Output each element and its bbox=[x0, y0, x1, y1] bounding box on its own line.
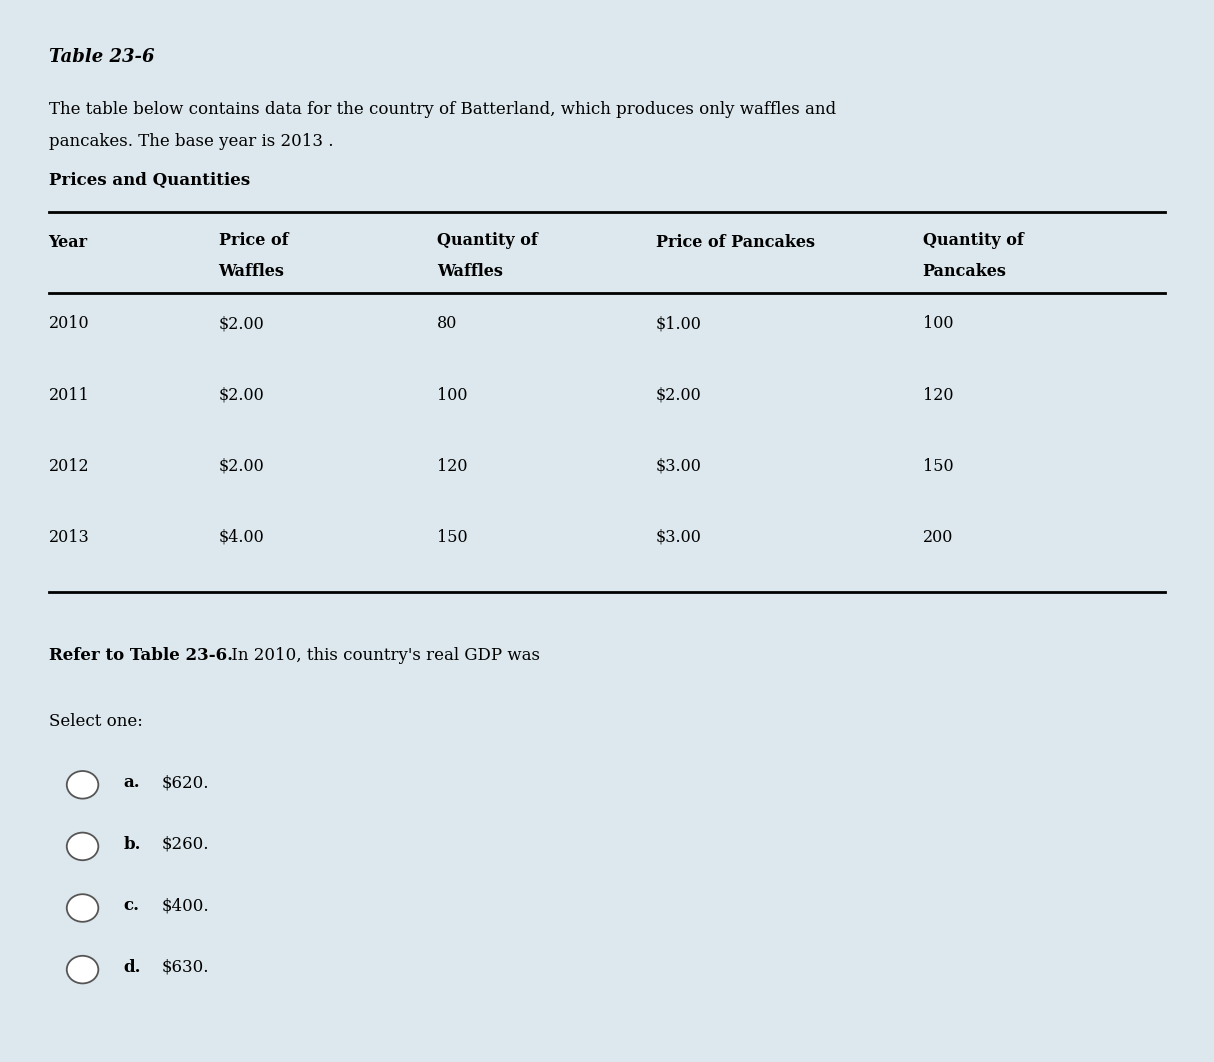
Text: 2010: 2010 bbox=[49, 315, 89, 332]
Text: 2012: 2012 bbox=[49, 458, 89, 475]
Text: 200: 200 bbox=[923, 529, 953, 546]
Text: $2.00: $2.00 bbox=[219, 458, 265, 475]
Text: $2.00: $2.00 bbox=[656, 387, 702, 404]
Text: 120: 120 bbox=[923, 387, 953, 404]
Text: Year: Year bbox=[49, 234, 87, 251]
Text: d.: d. bbox=[124, 959, 141, 976]
Circle shape bbox=[67, 894, 98, 922]
Text: Waffles: Waffles bbox=[219, 263, 284, 280]
Text: 100: 100 bbox=[923, 315, 953, 332]
Text: Table 23-6: Table 23-6 bbox=[49, 48, 154, 66]
Text: Select one:: Select one: bbox=[49, 713, 142, 730]
Text: $400.: $400. bbox=[161, 897, 209, 914]
Text: $3.00: $3.00 bbox=[656, 529, 702, 546]
Text: $620.: $620. bbox=[161, 774, 209, 791]
Text: In 2010, this country's real GDP was: In 2010, this country's real GDP was bbox=[226, 647, 540, 664]
Text: $260.: $260. bbox=[161, 836, 209, 853]
Text: 150: 150 bbox=[437, 529, 467, 546]
Text: 2013: 2013 bbox=[49, 529, 90, 546]
Text: b.: b. bbox=[124, 836, 141, 853]
Text: 2011: 2011 bbox=[49, 387, 90, 404]
Text: $630.: $630. bbox=[161, 959, 209, 976]
Text: 120: 120 bbox=[437, 458, 467, 475]
Text: $3.00: $3.00 bbox=[656, 458, 702, 475]
Text: Price of Pancakes: Price of Pancakes bbox=[656, 234, 815, 251]
Text: c.: c. bbox=[124, 897, 140, 914]
Text: Pancakes: Pancakes bbox=[923, 263, 1006, 280]
Text: 150: 150 bbox=[923, 458, 953, 475]
Text: The table below contains data for the country of Batterland, which produces only: The table below contains data for the co… bbox=[49, 101, 835, 118]
Text: $2.00: $2.00 bbox=[219, 387, 265, 404]
Text: $1.00: $1.00 bbox=[656, 315, 702, 332]
Text: 80: 80 bbox=[437, 315, 458, 332]
Text: $2.00: $2.00 bbox=[219, 315, 265, 332]
Text: 100: 100 bbox=[437, 387, 467, 404]
Text: Prices and Quantities: Prices and Quantities bbox=[49, 172, 250, 189]
Circle shape bbox=[67, 771, 98, 799]
Text: Quantity of: Quantity of bbox=[923, 232, 1023, 249]
Text: Waffles: Waffles bbox=[437, 263, 503, 280]
Text: Price of: Price of bbox=[219, 232, 288, 249]
Text: Quantity of: Quantity of bbox=[437, 232, 538, 249]
Text: pancakes. The base year is 2013 .: pancakes. The base year is 2013 . bbox=[49, 133, 333, 150]
Text: $4.00: $4.00 bbox=[219, 529, 265, 546]
Text: a.: a. bbox=[124, 774, 141, 791]
Circle shape bbox=[67, 956, 98, 983]
Circle shape bbox=[67, 833, 98, 860]
Text: Refer to Table 23-6.: Refer to Table 23-6. bbox=[49, 647, 233, 664]
